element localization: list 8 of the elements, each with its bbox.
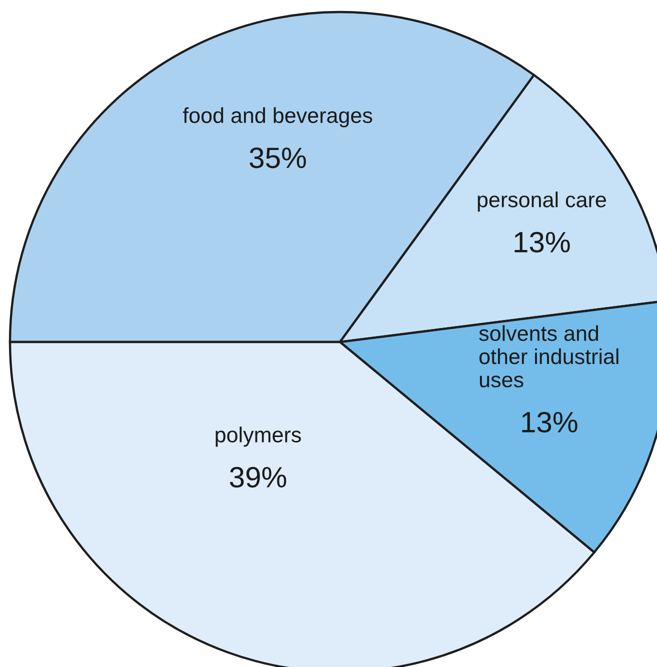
slice-label: polymers [216, 426, 301, 447]
data-label: 13% [522, 412, 578, 433]
data-label: 35% [250, 148, 306, 168]
data-label: 39% [230, 466, 286, 488]
slice-label: food and beverages [182, 107, 372, 128]
slice-label: personal care [478, 192, 606, 212]
data-label: 13% [514, 232, 570, 252]
slice-label: solvents and other industrial uses [479, 325, 618, 388]
